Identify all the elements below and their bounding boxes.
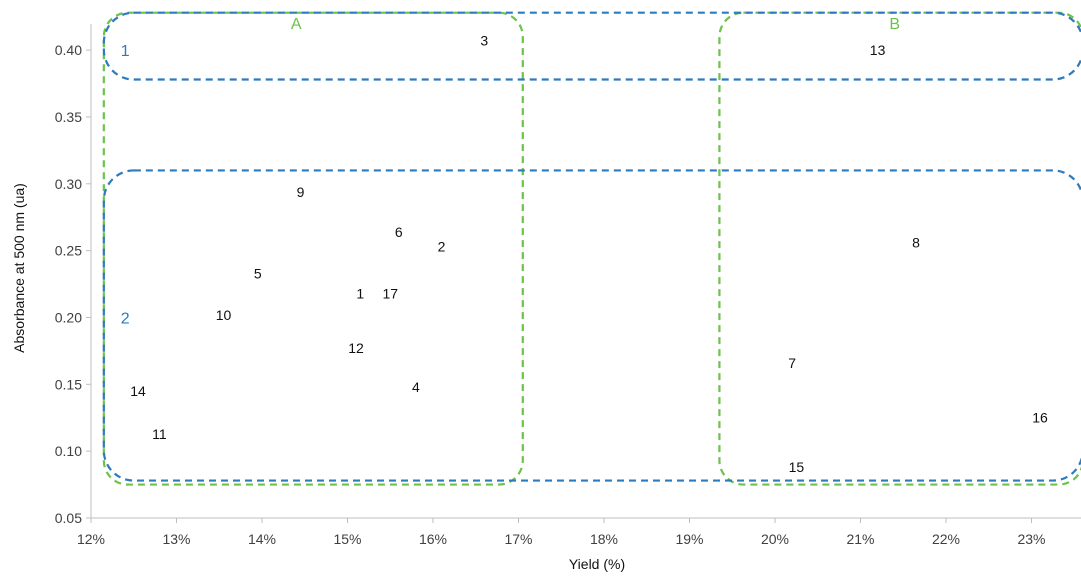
data-point-6: 6	[395, 224, 403, 240]
group-label-1: 1	[121, 43, 130, 60]
data-point-11: 11	[152, 426, 167, 442]
group-label-a: A	[291, 16, 302, 33]
data-point-9: 9	[297, 184, 305, 200]
data-point-13: 13	[870, 42, 886, 58]
data-point-2: 2	[438, 239, 446, 255]
x-axis-title: Yield (%)	[569, 556, 625, 572]
group-label-2: 2	[121, 310, 130, 327]
data-point-12: 12	[348, 340, 364, 356]
x-tick-label: 16%	[419, 531, 447, 547]
group-regions: A B12	[102, 11, 1081, 486]
data-point-3: 3	[480, 33, 488, 49]
data-point-14: 14	[130, 383, 146, 399]
x-tick-label: 21%	[846, 531, 874, 547]
data-point-10: 10	[216, 307, 232, 323]
x-tick-label: 13%	[162, 531, 190, 547]
y-tick-label: 0.25	[55, 243, 82, 259]
y-tick-label: 0.30	[55, 176, 82, 192]
data-point-16: 16	[1032, 410, 1048, 426]
y-tick-label: 0.40	[55, 42, 82, 58]
x-tick-label: 17%	[504, 531, 532, 547]
x-tick-label: 12%	[77, 531, 105, 547]
group-label-b: B	[889, 16, 900, 33]
data-point-5: 5	[254, 265, 262, 281]
x-tick-label: 18%	[590, 531, 618, 547]
data-point-4: 4	[412, 379, 420, 395]
y-axis-title: Absorbance at 500 nm (ua)	[11, 183, 27, 353]
group-region-a	[102, 11, 524, 486]
data-point-17: 17	[382, 285, 398, 301]
group-region-2	[102, 169, 1081, 482]
x-tick-label: 22%	[932, 531, 960, 547]
x-tick-label: 14%	[248, 531, 276, 547]
data-point-15: 15	[789, 459, 805, 475]
x-tick-label: 15%	[333, 531, 361, 547]
group-region-1	[102, 11, 1081, 81]
data-point-1: 1	[356, 285, 364, 301]
data-point-7: 7	[788, 355, 796, 371]
y-tick-label: 0.20	[55, 309, 82, 325]
y-tick-label: 0.10	[55, 443, 82, 459]
y-tick-label: 0.35	[55, 109, 82, 125]
y-tick-label: 0.15	[55, 376, 82, 392]
x-tick-label: 23%	[1017, 531, 1045, 547]
x-tick-label: 19%	[675, 531, 703, 547]
axes-group: 12% 13% 14% 15% 16% 17% 18% 19% 20% 21% 22% 23% 0.05…	[55, 24, 1081, 547]
x-tick-label: 20%	[761, 531, 789, 547]
data-point-8: 8	[912, 235, 920, 251]
y-tick-label: 0.05	[55, 510, 82, 526]
group-region-b	[718, 11, 1081, 486]
